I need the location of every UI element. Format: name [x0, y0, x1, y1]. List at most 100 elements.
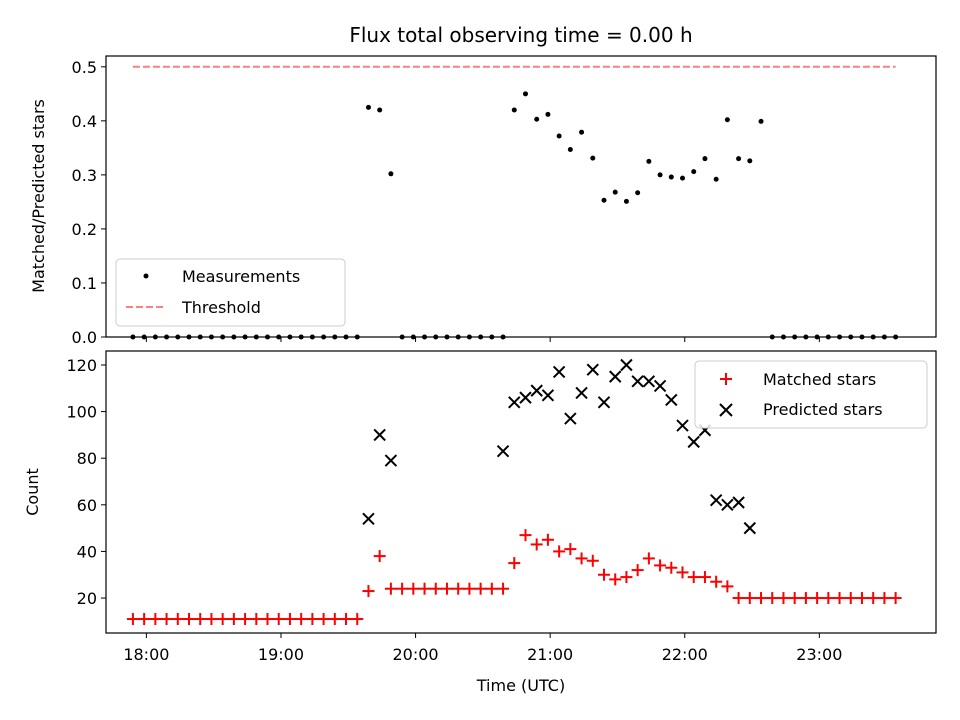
top-y-tick-label: 0.1 — [72, 274, 97, 293]
top-data-marks — [130, 65, 899, 340]
matched-star-point — [205, 613, 218, 626]
legend-predicted-marker — [719, 403, 733, 417]
matched-star-point — [833, 592, 846, 605]
matched-star-point — [665, 561, 678, 574]
measurement-point — [534, 116, 540, 122]
predicted-star-point — [676, 419, 689, 432]
predicted-star-point — [373, 428, 386, 442]
matched-star-point — [261, 613, 274, 626]
matched-star-point — [328, 613, 341, 626]
matched-star-point — [317, 613, 330, 626]
top-plot-area — [105, 55, 937, 338]
measurement-point — [567, 146, 573, 152]
matched-star-point — [149, 613, 162, 626]
matched-star-point — [227, 613, 240, 626]
measurement-point — [601, 197, 607, 203]
matched-star-point — [452, 582, 465, 595]
x-tick-label: 23:00 — [796, 645, 842, 664]
measurement-point — [377, 107, 383, 113]
matched-star-point — [396, 582, 409, 595]
predicted-star-point — [530, 384, 543, 397]
measurement-point — [556, 133, 562, 139]
xlabel: Time (UTC) — [476, 676, 565, 695]
matched-star-point — [855, 592, 868, 605]
measurement-point — [724, 117, 730, 123]
bottom-plot-area — [105, 350, 937, 634]
measurement-point — [758, 118, 764, 124]
measurement-point — [859, 334, 865, 340]
matched-star-point — [183, 613, 195, 626]
matched-star-point — [811, 592, 824, 605]
measurement-point — [792, 334, 798, 340]
matched-star-point — [889, 592, 902, 605]
predicted-star-point — [732, 496, 745, 509]
measurement-point — [881, 334, 887, 340]
predicted-star-point — [362, 512, 375, 526]
measurement-point — [590, 155, 596, 161]
predicted-star-point — [653, 379, 667, 393]
matched-star-point — [340, 613, 353, 626]
bottom-legend: Matched stars Predicted stars — [694, 360, 928, 429]
predicted-star-point — [609, 370, 622, 383]
x-tick-label: 21:00 — [527, 645, 573, 664]
measurement-point — [410, 334, 416, 340]
measurement-point — [466, 334, 472, 340]
measurement-point — [298, 334, 304, 340]
matched-star-point — [272, 613, 285, 626]
matched-star-point — [631, 564, 644, 577]
matched-star-point — [620, 571, 633, 584]
matched-star-point — [373, 550, 386, 563]
matched-star-point — [687, 571, 700, 584]
measurement-point — [837, 334, 843, 340]
bottom-y-tick-label: 120 — [66, 356, 97, 375]
measurement-point — [175, 334, 181, 340]
measurement-point — [253, 334, 259, 340]
matched-star-point — [530, 538, 543, 551]
measurement-point — [365, 104, 371, 110]
measurement-point — [354, 334, 360, 340]
bottom-ylabel: Count — [23, 468, 42, 516]
measurement-point — [545, 111, 551, 117]
bottom-y-tick-label: 60 — [77, 496, 97, 515]
bottom-y-tick-label: 40 — [77, 542, 97, 561]
matched-star-point — [138, 613, 151, 626]
legend-measurements-label: Measurements — [182, 267, 300, 286]
matched-star-point — [216, 613, 229, 626]
x-tick-label: 22:00 — [662, 645, 708, 664]
predicted-star-point — [508, 396, 521, 409]
matched-star-point — [766, 592, 779, 605]
measurement-point — [814, 334, 820, 340]
measurement-point — [152, 334, 158, 340]
matched-star-point — [586, 554, 599, 567]
matched-star-point — [126, 613, 139, 626]
matched-star-point — [788, 592, 801, 605]
matched-star-point — [755, 592, 768, 605]
measurement-point — [399, 334, 405, 340]
matched-star-point — [429, 582, 442, 595]
matched-star-point — [485, 582, 498, 595]
measurement-point — [208, 334, 214, 340]
matched-star-point — [822, 592, 835, 605]
measurement-point — [612, 189, 618, 195]
matched-star-point — [710, 575, 723, 588]
matched-star-point — [283, 613, 296, 626]
legend-threshold-label: Threshold — [181, 298, 261, 317]
legend-matched-marker — [720, 373, 732, 385]
matched-star-point — [564, 543, 577, 556]
matched-star-point — [609, 573, 622, 586]
bottom-data-marks — [126, 358, 902, 626]
legend-measurements-marker — [143, 273, 149, 279]
measurement-point — [825, 334, 831, 340]
matched-star-point — [575, 552, 588, 565]
top-y-tick-label: 0.4 — [72, 112, 97, 131]
measurement-point — [220, 334, 226, 340]
measurement-point — [164, 334, 170, 340]
matched-star-point — [474, 582, 487, 595]
matched-star-point — [799, 592, 812, 605]
matched-star-point — [553, 545, 566, 558]
matched-star-point — [698, 571, 711, 584]
measurement-point — [893, 334, 899, 340]
measurement-point — [231, 334, 237, 340]
matched-star-point — [250, 613, 263, 626]
